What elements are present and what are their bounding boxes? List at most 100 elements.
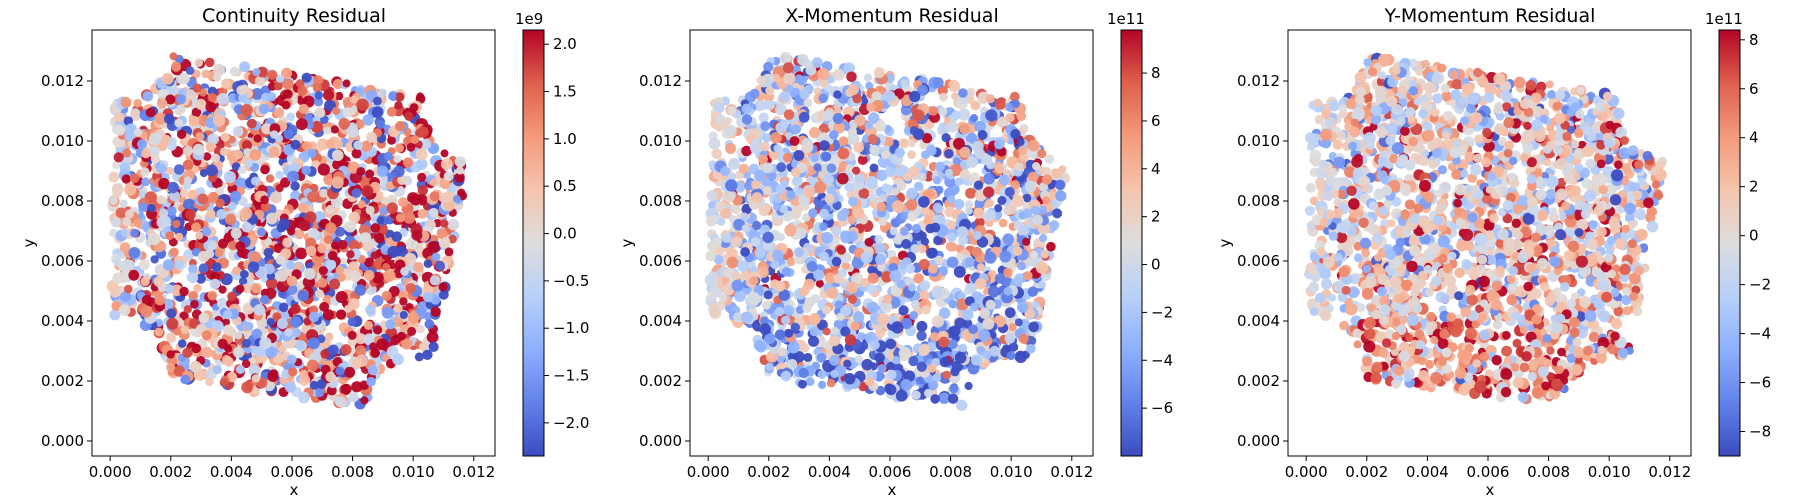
scatter-point — [794, 247, 804, 258]
scatter-point — [939, 107, 948, 116]
scatter-point — [204, 57, 215, 68]
scatter-point — [198, 250, 210, 263]
scatter-point — [133, 128, 143, 137]
scatter-point — [348, 240, 360, 251]
colorbar-tick-label: 4 — [1151, 160, 1161, 178]
scatter-point — [362, 114, 374, 126]
scatter-point — [241, 381, 254, 394]
scatter-point — [900, 78, 909, 88]
scatter-point — [332, 106, 341, 115]
scatter-point — [214, 248, 224, 258]
colorbar-tick-label: −6 — [1151, 399, 1173, 417]
scatter-point — [378, 88, 387, 98]
scatter-point — [759, 323, 771, 335]
scatter-point — [907, 139, 916, 148]
scatter-point — [235, 241, 246, 252]
scatter-point — [818, 93, 828, 104]
scatter-point — [1008, 323, 1017, 332]
scatter-point — [876, 201, 887, 212]
scatter-point — [284, 381, 296, 393]
scatter-point — [829, 354, 841, 366]
scatter-point — [762, 300, 771, 310]
scatter-point — [207, 92, 217, 103]
scatter-point — [789, 136, 800, 146]
scatter-point — [166, 308, 177, 319]
scatter-point — [124, 183, 137, 196]
scatter-point — [411, 230, 423, 241]
scatter-point — [847, 294, 858, 304]
scatter-point — [1353, 253, 1363, 263]
scatter-point — [954, 317, 966, 329]
scatter-point — [775, 122, 787, 134]
scatter-point — [438, 282, 448, 292]
scatter-point — [429, 191, 440, 202]
scatter-point — [325, 139, 335, 149]
scatter-point — [948, 299, 958, 309]
scatter-point — [985, 94, 996, 104]
scatter-point — [121, 258, 132, 270]
scatter-point — [932, 287, 944, 300]
scatter-point — [332, 78, 344, 90]
scatter-point — [895, 389, 908, 402]
scatter-point — [1002, 233, 1015, 245]
scatter-point — [263, 247, 273, 258]
scatter-point — [844, 182, 854, 192]
scatter-point — [968, 324, 978, 335]
scatter-point — [122, 148, 132, 158]
scatter-point — [387, 245, 400, 258]
scatter-point — [331, 176, 344, 189]
scatter-point — [360, 176, 373, 188]
scatter-point — [720, 119, 730, 129]
x-tick-label: 0.006 — [271, 463, 314, 481]
scatter-point — [905, 263, 916, 274]
scatter-point — [335, 366, 345, 376]
scatter-point — [299, 203, 309, 213]
scatter-point — [119, 242, 131, 253]
scatter-point — [201, 226, 212, 237]
scatter-point — [183, 198, 196, 211]
scatter-point — [908, 283, 917, 292]
scatter-point — [953, 265, 966, 278]
scatter-point — [393, 317, 404, 328]
scatter-point — [919, 280, 931, 291]
scatter-point — [346, 125, 359, 138]
scatter-point — [953, 198, 965, 210]
scatter-point — [154, 294, 166, 306]
scatter-point — [864, 376, 875, 387]
scatter-point — [417, 126, 429, 138]
scatter-point — [406, 142, 416, 152]
scatter-point — [178, 73, 190, 85]
scatter-point — [817, 68, 830, 81]
scatter-point — [747, 291, 761, 305]
x-axis-label: x — [888, 481, 897, 499]
scatter-point — [234, 331, 243, 340]
scatter-point — [861, 358, 874, 371]
scatter-point — [793, 150, 805, 161]
x-tick-label: 0.002 — [149, 463, 192, 481]
scatter-point — [189, 318, 200, 329]
scatter-point — [361, 185, 374, 198]
scatter-point — [115, 207, 127, 219]
scatter-point — [440, 219, 449, 228]
scatter-point — [305, 245, 317, 257]
scatter-point — [347, 330, 357, 340]
scatter-point — [197, 193, 209, 205]
scatter-point — [273, 107, 285, 118]
scatter-point — [779, 91, 791, 103]
scatter-point — [173, 365, 186, 377]
colorbar-tick-label: −4 — [1151, 351, 1173, 369]
scatter-point — [349, 270, 362, 283]
scatter-point — [966, 87, 976, 97]
y-tick-label: 0.000 — [41, 432, 84, 450]
scatter-point — [751, 138, 761, 147]
scatter-point — [313, 75, 324, 86]
scatter-point — [1004, 333, 1016, 344]
scatter-point — [397, 331, 406, 341]
scatter-point — [824, 193, 835, 204]
scatter-point — [760, 121, 771, 131]
scatter-point — [772, 249, 784, 261]
scatter-point — [218, 285, 227, 294]
scatter-point — [169, 52, 178, 61]
